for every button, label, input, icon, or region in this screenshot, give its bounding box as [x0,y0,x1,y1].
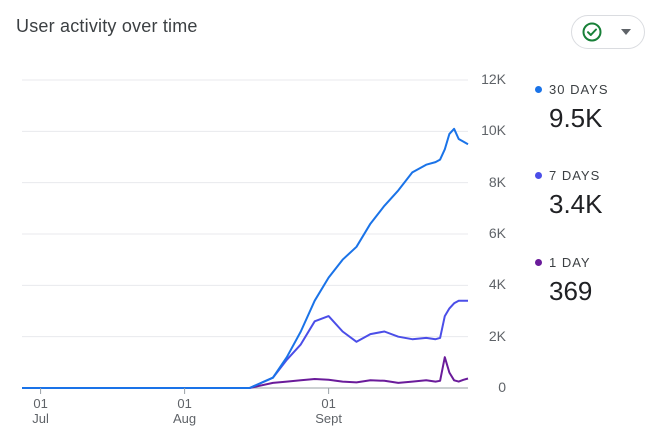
legend-dot-1-day [535,259,542,266]
legend-value-30-days: 9.5K [549,103,603,133]
legend-label-30-days: 30 DAYS [549,82,609,97]
legend-item-7-days: 7 DAYS 3.4K [535,168,603,220]
series-line-7-days [22,299,468,389]
y-tick-label: 12K [481,71,506,87]
series-line-1-day [22,356,469,389]
x-tick-label: 01 Aug [173,396,197,426]
x-tick-label: 01 Sept [315,396,342,426]
y-tick-label: 10K [481,122,506,139]
y-tick-label: 2K [488,327,506,344]
y-tick-label: 8K [488,173,506,190]
y-tick-label: 4K [488,276,506,293]
legend-label-1-day: 1 DAY [549,255,591,270]
legend-dot-7-days [535,172,542,179]
legend-value-7-days: 3.4K [549,189,603,219]
legend-dot-30-days [535,86,542,93]
series-line-30-days [22,127,469,389]
chart-x-ticks [40,388,330,394]
card-title: User activity over time [16,16,198,36]
x-tick-label: 01 Jul [32,396,49,426]
legend-item-30-days: 30 DAYS 9.5K [535,82,609,134]
legend-item-1-day: 1 DAY 369 [535,255,592,307]
y-tick-label: 6K [488,225,506,241]
legend-label-7-days: 7 DAYS [549,168,601,183]
legend-value-1-day: 369 [549,276,593,306]
chart-gridlines [22,79,468,389]
status-dropdown-button[interactable] [571,15,645,49]
caret-down-icon [621,29,631,35]
check-circle-icon [582,22,602,42]
chart-series-lines [22,127,469,389]
y-tick-label: 0 [498,379,506,395]
